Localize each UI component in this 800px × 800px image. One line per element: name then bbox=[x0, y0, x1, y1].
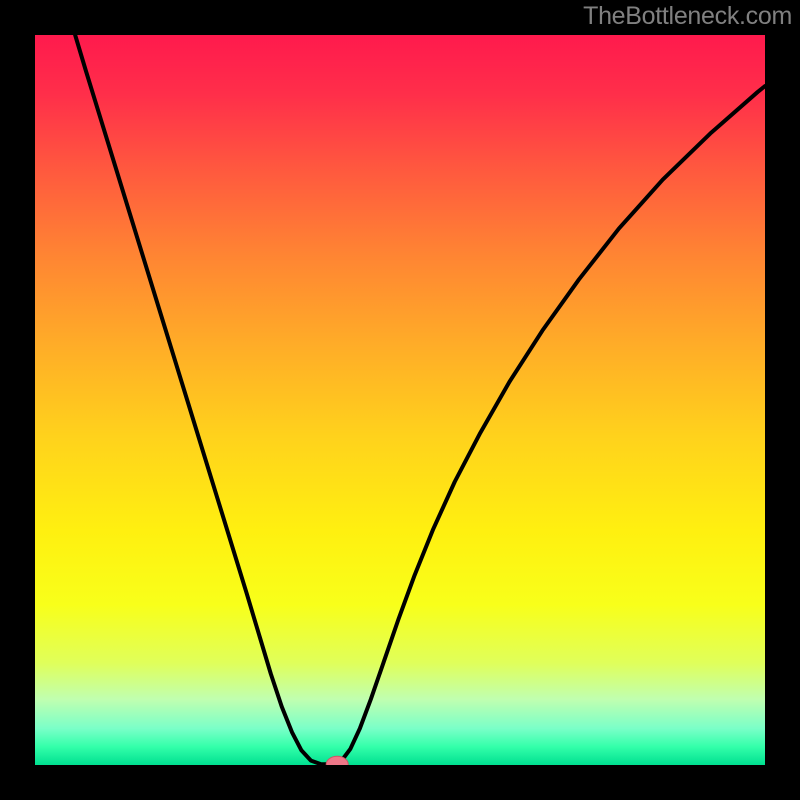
watermark-text: TheBottleneck.com bbox=[583, 2, 792, 31]
bottleneck-chart bbox=[0, 0, 800, 800]
plot-background bbox=[35, 35, 765, 765]
chart-container: TheBottleneck.com bbox=[0, 0, 800, 800]
